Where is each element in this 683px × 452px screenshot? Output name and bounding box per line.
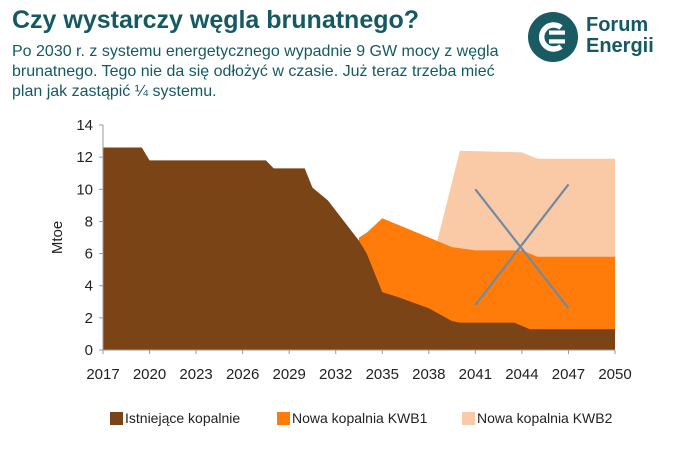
area-chart: 0 2 4 6 8 10 12 14 2017 2020 2023 2026 2029 2032 2035 2… xyxy=(49,117,632,383)
y-tick-label: 10 xyxy=(76,181,93,198)
x-tick-label: 2038 xyxy=(412,366,445,383)
x-tick-label: 2032 xyxy=(319,366,352,383)
cross-out-line-1 xyxy=(474,183,570,306)
legend-label-kwb2: Nowa kopalnia KWB2 xyxy=(477,410,613,426)
x-tick-label: 2029 xyxy=(272,366,305,383)
cross-out-line-2 xyxy=(474,188,570,309)
legend-item-existing: Istniejące kopalnie xyxy=(110,410,240,426)
x-tick-label: 2041 xyxy=(459,366,492,383)
y-tick-label: 2 xyxy=(85,310,93,327)
y-axis-label: Mtoe xyxy=(49,221,66,254)
legend-swatch-existing xyxy=(110,412,123,425)
logo-text: Forum Energii xyxy=(586,15,654,57)
y-tick-label: 8 xyxy=(85,213,93,230)
page-subtitle: Po 2030 r. z systemu energetycznego wypa… xyxy=(12,43,499,100)
y-tick-label: 12 xyxy=(76,149,93,166)
y-tick-label: 6 xyxy=(85,246,93,263)
legend-label-existing: Istniejące kopalnie xyxy=(125,410,241,426)
x-tick-label: 2047 xyxy=(552,366,585,383)
x-tick-label: 2023 xyxy=(179,366,212,383)
x-tick-label: 2050 xyxy=(598,366,631,383)
legend-item-kwb1: Nowa kopalnia KWB1 xyxy=(277,410,427,426)
logo-line-2: Energii xyxy=(586,35,654,57)
x-tick-label: 2017 xyxy=(86,366,119,383)
legend-swatch-kwb1 xyxy=(277,412,290,425)
x-tick-label: 2020 xyxy=(133,366,166,383)
x-tick-label: 2026 xyxy=(226,366,259,383)
legend-swatch-kwb2 xyxy=(462,412,475,425)
forum-energii-logo-icon xyxy=(528,12,578,62)
forum-energii-logo: Forum Energii xyxy=(528,12,678,64)
legend-item-kwb2: Nowa kopalnia KWB2 xyxy=(462,410,612,426)
y-tick-label: 0 xyxy=(85,342,93,359)
x-tick-label: 2035 xyxy=(366,366,399,383)
x-tick-label: 2044 xyxy=(505,366,538,383)
y-tick-label: 4 xyxy=(85,278,93,295)
legend-label-kwb1: Nowa kopalnia KWB1 xyxy=(292,410,428,426)
area-existing-mines xyxy=(103,147,615,350)
page-title: Czy wystarczy węgla brunatnego? xyxy=(12,6,420,34)
y-tick-label: 14 xyxy=(76,117,93,134)
logo-line-1: Forum xyxy=(586,14,649,36)
